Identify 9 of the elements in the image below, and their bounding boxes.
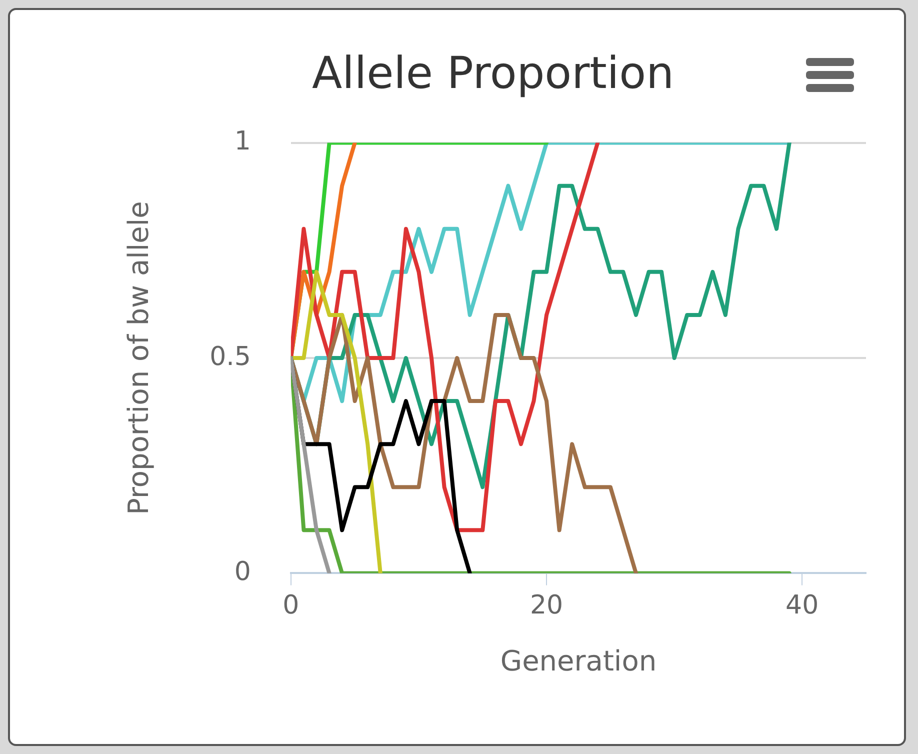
x-tick-label: 0 [282, 590, 300, 621]
x-tick-label: 40 [786, 590, 819, 621]
y-tick-label: 0 [234, 556, 251, 587]
chart-title: Allele Proportion [312, 48, 674, 99]
y-tick-label: 1 [234, 126, 251, 157]
y-tick-label: 0.5 [210, 342, 251, 372]
x-axis-title: Generation [500, 644, 657, 678]
x-tick-label: 20 [530, 590, 564, 621]
y-axis-title: Proportion of bw allele [122, 201, 156, 515]
